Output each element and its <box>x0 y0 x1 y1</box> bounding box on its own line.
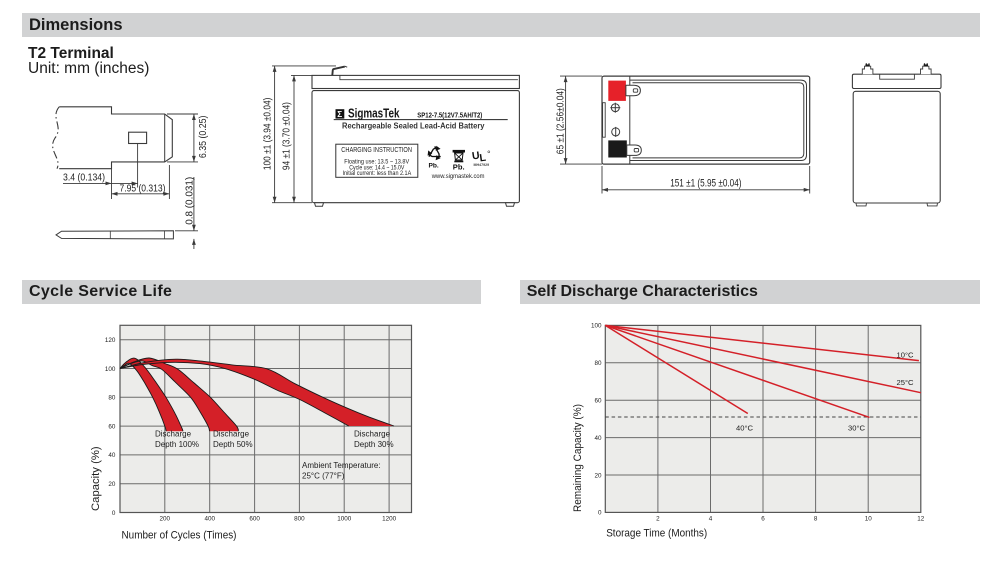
svg-text:Depth 100%: Depth 100% <box>155 440 199 449</box>
svg-text:CHARGING INSTRUCTION: CHARGING INSTRUCTION <box>341 147 412 154</box>
svg-text:25°C (77°F): 25°C (77°F) <box>302 472 345 481</box>
svg-text:Ambient Temperature:: Ambient Temperature: <box>302 461 381 470</box>
svg-text:40: 40 <box>594 435 602 442</box>
svg-text:10°C: 10°C <box>897 351 914 360</box>
svg-text:400: 400 <box>204 516 215 523</box>
svg-text:Cycle use: 14.4 ~ 15.0V: Cycle use: 14.4 ~ 15.0V <box>349 164 405 171</box>
svg-text:MH47929: MH47929 <box>474 163 490 167</box>
svg-text:100: 100 <box>105 366 116 373</box>
svg-text:Initial current: less than 2.1: Initial current: less than 2.1A <box>343 170 412 177</box>
svg-text:80: 80 <box>108 395 116 402</box>
svg-text:30°C: 30°C <box>848 424 865 433</box>
svg-text:www.sigmastek.com: www.sigmastek.com <box>431 173 485 180</box>
svg-text:20: 20 <box>108 481 116 488</box>
svg-text:800: 800 <box>294 516 305 523</box>
svg-text:6.35 (0.25): 6.35 (0.25) <box>198 116 209 159</box>
svg-text:L: L <box>479 152 488 165</box>
svg-text:Remaining Capacity (%): Remaining Capacity (%) <box>572 404 584 512</box>
svg-text:Pb.: Pb. <box>429 163 439 170</box>
svg-text:12: 12 <box>917 516 925 523</box>
svg-text:Σ: Σ <box>337 110 342 119</box>
svg-text:Storage Time (Months): Storage Time (Months) <box>606 528 707 540</box>
svg-text:Discharge: Discharge <box>213 430 250 439</box>
svg-text:Discharge: Discharge <box>354 430 391 439</box>
svg-text:80: 80 <box>594 360 602 367</box>
svg-text:25°C: 25°C <box>897 378 914 387</box>
svg-text:2: 2 <box>656 516 660 523</box>
svg-text:10: 10 <box>865 516 873 523</box>
svg-text:60: 60 <box>594 398 602 405</box>
svg-text:100 ±1 (3.94 ±0.04): 100 ±1 (3.94 ±0.04) <box>261 98 273 171</box>
svg-text:SP12-7.5(12V7.5AH/T2): SP12-7.5(12V7.5AH/T2) <box>417 110 482 119</box>
svg-text:8: 8 <box>814 516 818 523</box>
svg-text:4: 4 <box>709 516 713 523</box>
svg-text:20: 20 <box>594 472 602 479</box>
svg-text:6: 6 <box>761 516 765 523</box>
svg-text:0: 0 <box>598 510 602 517</box>
svg-text:7.95 (0.313): 7.95 (0.313) <box>120 182 166 194</box>
svg-text:60: 60 <box>108 423 116 430</box>
svg-text:40: 40 <box>108 452 116 459</box>
svg-text:0: 0 <box>112 510 116 517</box>
svg-text:200: 200 <box>160 516 171 523</box>
svg-text:Floating use: 13.5 ~ 13.8V: Floating use: 13.5 ~ 13.8V <box>344 158 410 165</box>
svg-text:1000: 1000 <box>337 516 352 523</box>
svg-text:Pb.: Pb. <box>453 162 465 171</box>
svg-text:Depth 50%: Depth 50% <box>213 440 253 449</box>
svg-text:94 ±1 (3.70 ±0.04): 94 ±1 (3.70 ±0.04) <box>281 102 293 170</box>
svg-text:40°C: 40°C <box>736 424 753 433</box>
svg-text:Depth 30%: Depth 30% <box>354 440 394 449</box>
svg-text:151 ±1 (5.95 ±0.04): 151 ±1 (5.95 ±0.04) <box>670 178 741 190</box>
svg-text:1200: 1200 <box>382 516 397 523</box>
svg-text:3.4 (0.134): 3.4 (0.134) <box>63 172 105 184</box>
svg-text:65 ±1 (2.56±0.04): 65 ±1 (2.56±0.04) <box>556 88 567 154</box>
svg-text:100: 100 <box>591 323 602 330</box>
svg-text:600: 600 <box>249 516 260 523</box>
svg-text:Capacity (%): Capacity (%) <box>90 446 102 511</box>
svg-text:Discharge: Discharge <box>155 430 192 439</box>
svg-text:0.8 (0.031): 0.8 (0.031) <box>185 177 196 225</box>
svg-text:SigmasTek: SigmasTek <box>348 106 400 120</box>
svg-text:Rechargeable Sealed Lead-Acid: Rechargeable Sealed Lead-Acid Battery <box>342 120 485 130</box>
svg-text:120: 120 <box>105 337 116 344</box>
svg-text:U: U <box>471 150 480 163</box>
svg-text:Number of Cycles (Times): Number of Cycles (Times) <box>122 530 237 542</box>
